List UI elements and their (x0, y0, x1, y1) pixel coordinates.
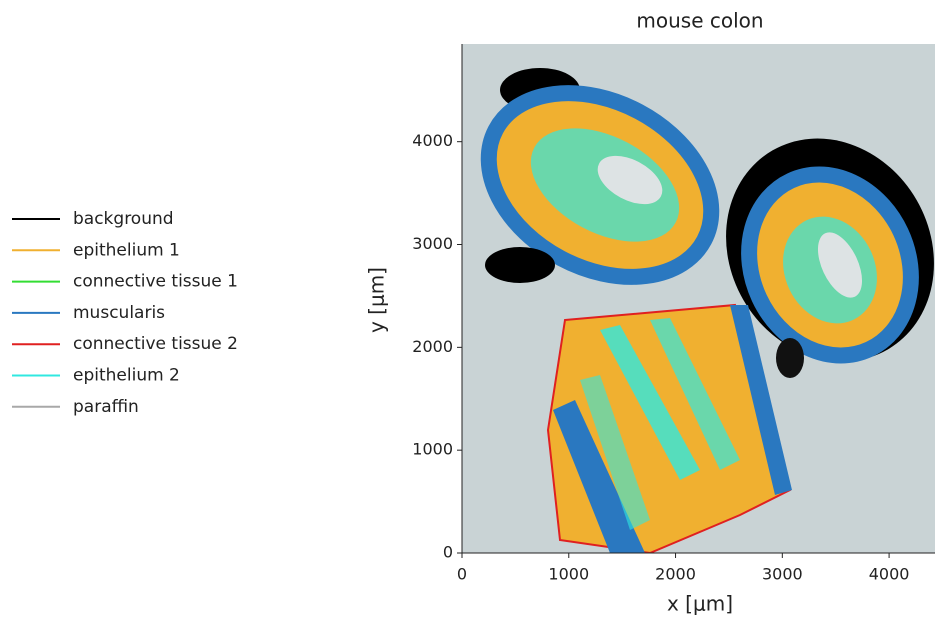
x-axis-label: x [μm] (667, 592, 733, 616)
legend-label: background (73, 209, 174, 229)
legend-label: muscularis (73, 303, 165, 323)
y-tick-label: 4000 (412, 131, 453, 150)
x-tick-label: 1000 (548, 565, 589, 584)
x-tick-label: 4000 (869, 565, 910, 584)
legend-label: connective tissue 1 (73, 272, 238, 292)
y-tick-label: 1000 (412, 440, 453, 459)
legend-label: connective tissue 2 (73, 334, 238, 354)
x-tick-label: 0 (457, 565, 467, 584)
legend-label: epithelium 2 (73, 366, 180, 386)
legend-label: epithelium 1 (73, 240, 180, 260)
legend-label: paraffin (73, 397, 139, 417)
segmentation-image (462, 44, 935, 553)
x-tick-label: 3000 (762, 565, 803, 584)
y-tick-label: 2000 (412, 337, 453, 356)
y-axis-label: y [μm] (365, 267, 389, 333)
y-tick-label: 3000 (412, 234, 453, 253)
y-tick-label: 0 (443, 543, 453, 562)
x-tick-label: 2000 (655, 565, 696, 584)
chart-title: mouse colon (636, 9, 763, 33)
